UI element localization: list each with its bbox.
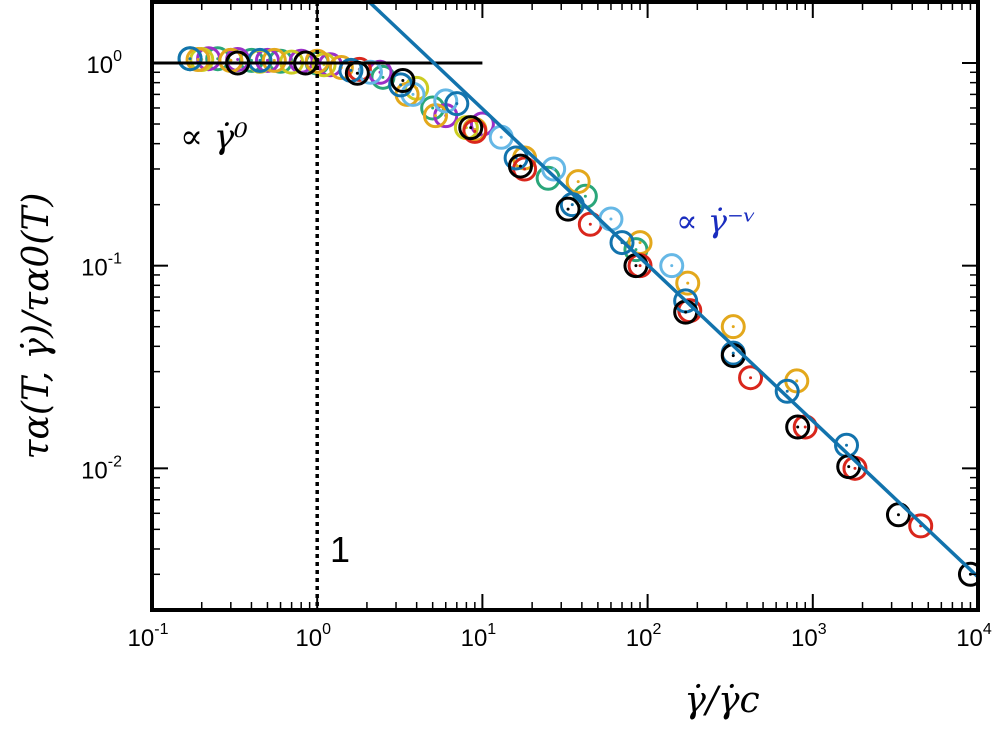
- data-point: [774, 378, 800, 404]
- data-point: [433, 88, 459, 114]
- data-point-center: [588, 222, 592, 226]
- data-point-center: [355, 71, 359, 75]
- data-point-center: [583, 194, 587, 198]
- data-point: [261, 47, 287, 73]
- data-point: [185, 47, 211, 73]
- data-point: [908, 513, 934, 539]
- data-point-center: [731, 351, 735, 355]
- y-axis-label: τα(T, γ̇)/τα0(T): [16, 193, 57, 460]
- data-series: [177, 46, 860, 458]
- data-point-center: [634, 264, 638, 268]
- plot-frame: [150, 0, 980, 612]
- data-point: [469, 111, 495, 137]
- data-point-center: [847, 465, 851, 469]
- data-series: [185, 47, 810, 394]
- data-point-center: [749, 376, 753, 380]
- data-layer: [177, 46, 978, 587]
- data-point-center: [196, 58, 200, 62]
- x-tick-label: 103: [791, 621, 827, 652]
- x-tick-label: 10-1: [128, 621, 169, 652]
- data-point-center: [684, 310, 688, 314]
- data-point-center: [896, 513, 900, 517]
- data-point-center: [401, 78, 405, 82]
- data-point-center: [518, 164, 522, 168]
- data-point-center: [229, 58, 233, 62]
- annotation-power-law: ∝ γ̇⁻ᵛ: [676, 202, 756, 240]
- data-point: [659, 253, 685, 279]
- power-law-fit-line: [366, 2, 978, 579]
- data-point: [357, 59, 383, 85]
- data-point: [785, 414, 811, 440]
- data-point-center: [188, 57, 192, 61]
- data-point-center: [638, 264, 642, 268]
- data-point-center: [399, 83, 403, 87]
- data-point-center: [803, 425, 807, 429]
- x-tick-label: 102: [626, 621, 662, 652]
- data-point-center: [469, 126, 473, 130]
- data-point: [462, 118, 488, 144]
- data-point: [957, 561, 978, 587]
- data-point: [720, 314, 746, 340]
- data-point-center: [381, 75, 385, 79]
- data-point-center: [845, 443, 849, 447]
- data-point-center: [731, 354, 735, 358]
- data-point-center: [785, 389, 789, 393]
- data-point-center: [795, 379, 799, 383]
- y-tick-label: 100: [86, 48, 122, 79]
- data-point-center: [433, 114, 437, 118]
- data-point-center: [499, 135, 503, 139]
- data-point: [555, 196, 581, 222]
- data-point-center: [552, 167, 556, 171]
- x-tick-label: 100: [295, 621, 331, 652]
- data-point: [444, 91, 470, 117]
- data-series: [225, 50, 978, 587]
- data-point-center: [670, 264, 674, 268]
- data-point: [328, 55, 354, 81]
- data-point: [675, 270, 701, 296]
- data-point-center: [570, 203, 574, 207]
- data-point-center: [609, 217, 613, 221]
- data-point-center: [731, 325, 735, 329]
- label-layer: τα(T, γ̇)/τα0(T) γ̇/γ̇c ∝ γ̇⁰ ∝ γ̇⁻ᵛ 1: [16, 117, 760, 721]
- data-point-center: [796, 425, 800, 429]
- y-tick-label: 10-1: [81, 251, 122, 282]
- data-point-center: [853, 466, 857, 470]
- data-point: [738, 365, 764, 391]
- data-point: [541, 156, 567, 182]
- data-point-center: [236, 58, 240, 62]
- data-point: [507, 153, 533, 179]
- x-axis-label: γ̇/γ̇c: [684, 680, 759, 721]
- data-point-center: [349, 68, 353, 72]
- data-point-center: [638, 241, 642, 245]
- annotation-plateau: ∝ γ̇⁰: [180, 117, 248, 157]
- data-point: [609, 230, 635, 256]
- data-point-center: [576, 180, 580, 184]
- data-point-center: [272, 58, 276, 62]
- data-point-center: [686, 281, 690, 285]
- reference-lines: [152, 2, 978, 610]
- annotation-one: 1: [330, 529, 350, 570]
- data-point: [254, 47, 280, 73]
- data-point: [458, 115, 484, 141]
- data-point-center: [634, 248, 638, 252]
- data-point-center: [265, 58, 269, 62]
- data-point: [390, 67, 416, 93]
- data-point-center: [523, 167, 527, 171]
- tick-layer: 10-1 100 101 102 103 104 100 10-1 10-2: [81, 2, 992, 652]
- data-point-center: [455, 102, 459, 106]
- x-tick-label: 104: [956, 621, 992, 652]
- data-point-center: [566, 207, 570, 211]
- data-point: [177, 46, 203, 72]
- data-point-center: [431, 106, 435, 110]
- data-point-center: [258, 58, 262, 62]
- y-tick-label: 10-2: [81, 453, 122, 484]
- data-point-center: [473, 129, 477, 133]
- x-tick-label: 101: [461, 621, 497, 652]
- data-point-center: [249, 58, 253, 62]
- data-point: [565, 169, 591, 195]
- data-series: [346, 56, 934, 539]
- data-point-center: [411, 92, 415, 96]
